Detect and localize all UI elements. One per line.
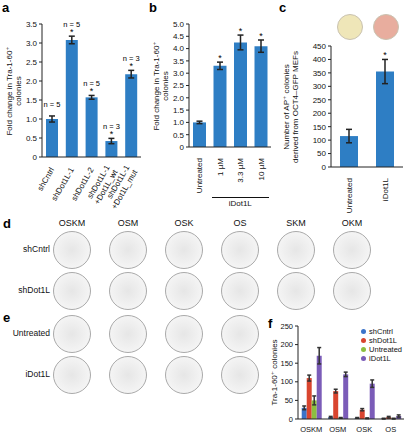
svg-text:OSM: OSM <box>329 425 346 433</box>
svg-text:3.5: 3.5 <box>26 20 38 29</box>
svg-text:2.5: 2.5 <box>173 81 185 90</box>
svg-text:1.0: 1.0 <box>173 118 185 127</box>
svg-text:n = 5: n = 5 <box>63 20 80 29</box>
svg-text:150: 150 <box>280 359 293 368</box>
svg-text:4.5: 4.5 <box>173 32 185 41</box>
svg-text:n = 5: n = 5 <box>44 100 61 109</box>
svg-text:Untreated: Untreated <box>195 158 204 193</box>
svg-text:n = 5: n = 5 <box>83 79 100 88</box>
svg-text:shCntrl: shCntrl <box>36 166 57 193</box>
svg-text:3.5: 3.5 <box>173 57 185 66</box>
svg-text:350: 350 <box>313 69 327 78</box>
svg-text:150: 150 <box>313 123 327 132</box>
svg-text:10 µM: 10 µM <box>257 158 266 181</box>
svg-text:0: 0 <box>33 153 38 162</box>
svg-text:250: 250 <box>313 96 327 105</box>
svg-text:50: 50 <box>285 396 293 405</box>
svg-text:2.0: 2.0 <box>173 94 185 103</box>
svg-text:4.0: 4.0 <box>173 44 185 53</box>
svg-text:OS: OS <box>385 425 396 433</box>
svg-text:*: * <box>239 26 243 36</box>
svg-text:shDot1L-1+Dot1L_mut: shDot1L-1+Dot1L_mut <box>102 163 140 211</box>
svg-text:*: * <box>259 31 263 41</box>
svg-text:300: 300 <box>313 82 327 91</box>
svg-text:0: 0 <box>322 163 327 172</box>
svg-text:450: 450 <box>313 42 327 51</box>
svg-text:2.0: 2.0 <box>26 77 38 86</box>
svg-text:2.5: 2.5 <box>26 58 38 67</box>
svg-text:OSKM: OSKM <box>300 425 322 433</box>
svg-text:1.0: 1.0 <box>26 115 38 124</box>
svg-text:OSK: OSK <box>356 425 372 433</box>
svg-text:50: 50 <box>317 149 326 158</box>
svg-text:n = 3: n = 3 <box>103 122 120 131</box>
svg-text:3.0: 3.0 <box>173 69 185 78</box>
svg-text:0.5: 0.5 <box>26 134 38 143</box>
svg-text:1.5: 1.5 <box>26 96 38 105</box>
svg-text:250: 250 <box>280 322 293 331</box>
svg-text:3.0: 3.0 <box>26 39 38 48</box>
svg-text:0.5: 0.5 <box>173 131 185 140</box>
svg-text:*: * <box>218 53 222 63</box>
svg-text:200: 200 <box>313 109 327 118</box>
svg-text:100: 100 <box>280 377 293 386</box>
svg-text:0: 0 <box>289 415 293 424</box>
svg-text:0: 0 <box>180 143 185 152</box>
svg-text:5.0: 5.0 <box>173 20 185 29</box>
svg-text:n = 3: n = 3 <box>123 54 140 63</box>
svg-text:3.3 µM: 3.3 µM <box>236 158 245 183</box>
svg-text:Untreated: Untreated <box>345 178 354 213</box>
svg-text:100: 100 <box>313 136 327 145</box>
svg-text:*: * <box>383 50 387 60</box>
svg-text:iDot1L: iDot1L <box>381 177 390 201</box>
svg-text:1 µM: 1 µM <box>216 158 225 176</box>
svg-text:200: 200 <box>280 340 293 349</box>
svg-text:1.5: 1.5 <box>173 106 185 115</box>
svg-text:400: 400 <box>313 55 327 64</box>
